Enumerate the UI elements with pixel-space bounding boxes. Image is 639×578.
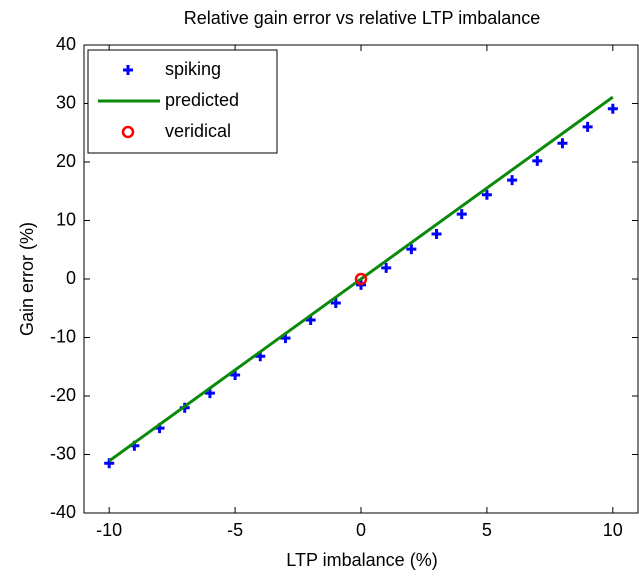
- data-point: [456, 209, 467, 220]
- y-tick-label: -30: [50, 443, 76, 463]
- plot-frame: [83, 44, 639, 514]
- legend-label: veridical: [165, 121, 231, 141]
- legend-label: spiking: [165, 59, 221, 79]
- x-tick-label: 10: [603, 520, 623, 540]
- y-tick-label: 20: [56, 151, 76, 171]
- data-point: [582, 121, 593, 132]
- data-point: [607, 103, 618, 114]
- legend-marker: [123, 65, 133, 75]
- x-tick-label: 0: [356, 520, 366, 540]
- data-point: [507, 175, 518, 186]
- data-point: [532, 155, 543, 166]
- data-point: [406, 244, 417, 255]
- chart-title: Relative gain error vs relative LTP imba…: [184, 8, 541, 28]
- x-tick-label: -10: [96, 520, 122, 540]
- y-tick-label: 0: [66, 268, 76, 288]
- y-axis-label: Gain error (%): [17, 222, 37, 336]
- data-line: [108, 95, 614, 463]
- y-tick-label: 30: [56, 92, 76, 112]
- data-point: [381, 262, 392, 273]
- x-tick-label: -5: [227, 520, 243, 540]
- y-tick-label: 10: [56, 209, 76, 229]
- data-point: [431, 228, 442, 239]
- y-tick-label: 40: [56, 34, 76, 54]
- legend-label: predicted: [165, 90, 239, 110]
- y-tick-label: -20: [50, 385, 76, 405]
- data-point: [330, 297, 341, 308]
- data-point: [354, 272, 368, 286]
- y-tick-label: -40: [50, 502, 76, 522]
- data-point: [557, 138, 568, 149]
- x-tick-label: 5: [482, 520, 492, 540]
- legend-marker: [121, 125, 135, 139]
- data-point: [481, 189, 492, 200]
- x-axis-label: LTP imbalance (%): [286, 550, 437, 570]
- y-tick-label: -10: [50, 326, 76, 346]
